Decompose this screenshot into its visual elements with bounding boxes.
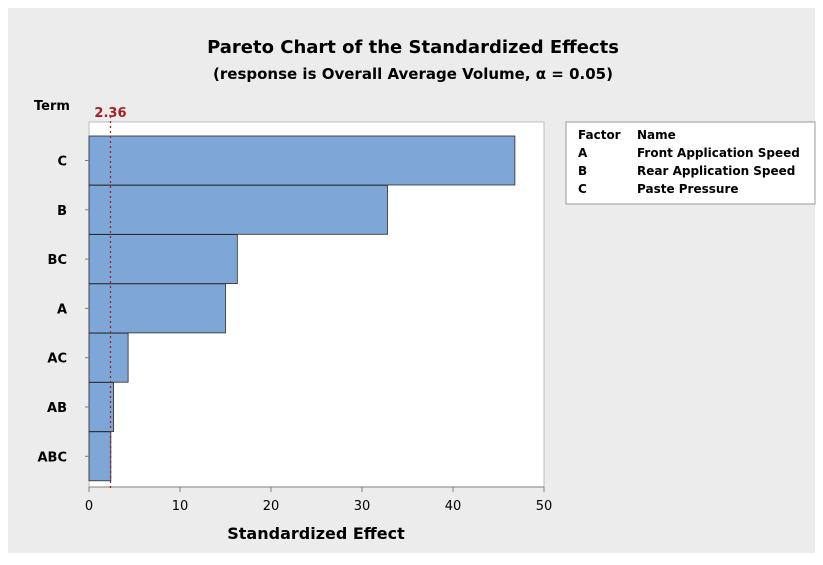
reference-line-label: 2.36 (94, 106, 126, 121)
bar-a (88, 283, 226, 334)
legend-name-a: Front Application Speed (637, 146, 800, 160)
x-tick-label: 0 (85, 499, 93, 514)
bar-c (88, 135, 516, 186)
legend-name-b: Rear Application Speed (637, 164, 795, 178)
x-tick-label: 20 (263, 499, 280, 514)
legend-factor-b: B (578, 164, 587, 178)
x-ticks-group: 0 10 20 30 40 50 (85, 487, 552, 514)
chart-title: Pareto Chart of the Standardized Effects (207, 37, 619, 58)
x-tick-label: 40 (445, 499, 462, 514)
y-tick-label: AC (47, 352, 67, 367)
legend-box: Factor Name A Front Application Speed B … (565, 121, 816, 205)
x-tick-label: 10 (172, 499, 189, 514)
bar-ab (88, 382, 114, 432)
y-tick-label: C (57, 155, 67, 170)
legend-header-name: Name (637, 128, 676, 142)
bars-group (88, 135, 516, 482)
y-tick-label: B (57, 204, 67, 219)
bar-abc (88, 431, 112, 482)
y-axis-title: Term (34, 99, 70, 114)
legend-factor-c: C (578, 182, 587, 196)
bar-bc (88, 234, 238, 285)
bar-b (88, 184, 388, 235)
y-tick-label: AB (47, 401, 67, 416)
legend-factor-a: A (578, 146, 588, 160)
y-tick-label: A (57, 302, 67, 317)
bar-ac (88, 332, 129, 383)
y-tick-label: ABC (37, 450, 67, 465)
y-ticks-group: C B BC A AC AB ABC (37, 155, 89, 465)
y-tick-label: BC (48, 253, 67, 268)
chart-subtitle: (response is Overall Average Volume, α =… (213, 65, 613, 83)
x-tick-label: 30 (354, 499, 371, 514)
x-axis-title: Standardized Effect (227, 524, 405, 543)
x-tick-label: 50 (536, 499, 553, 514)
legend-name-c: Paste Pressure (637, 182, 739, 196)
legend-header-factor: Factor (578, 128, 621, 142)
